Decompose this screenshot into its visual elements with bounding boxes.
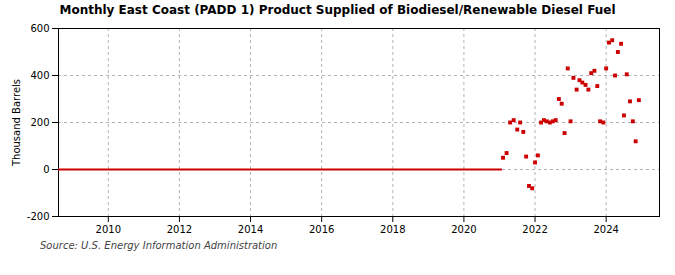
svg-text:Thousand Barrels: Thousand Barrels (11, 79, 22, 167)
svg-text:2022: 2022 (522, 224, 547, 235)
svg-text:2016: 2016 (309, 224, 334, 235)
html-text:Monthly East Coast (PADD 1) Pr: Monthly East Coast (PADD 1) Product Supp… (59, 3, 616, 17)
svg-text:2014: 2014 (238, 224, 263, 235)
svg-text:2012: 2012 (167, 224, 192, 235)
svg-text:400: 400 (30, 70, 49, 81)
svg-text:-200: -200 (27, 211, 50, 222)
svg-text:0: 0 (43, 164, 49, 175)
html-text:Source: U.S. Energy Informatio: Source: U.S. Energy Information Administ… (40, 240, 278, 251)
svg-text:2024: 2024 (593, 224, 618, 235)
svg-text:2010: 2010 (96, 224, 121, 235)
svg-text:2018: 2018 (380, 224, 405, 235)
svg-text:200: 200 (30, 117, 49, 128)
svg-text:2020: 2020 (451, 224, 476, 235)
svg-text:600: 600 (30, 23, 49, 34)
